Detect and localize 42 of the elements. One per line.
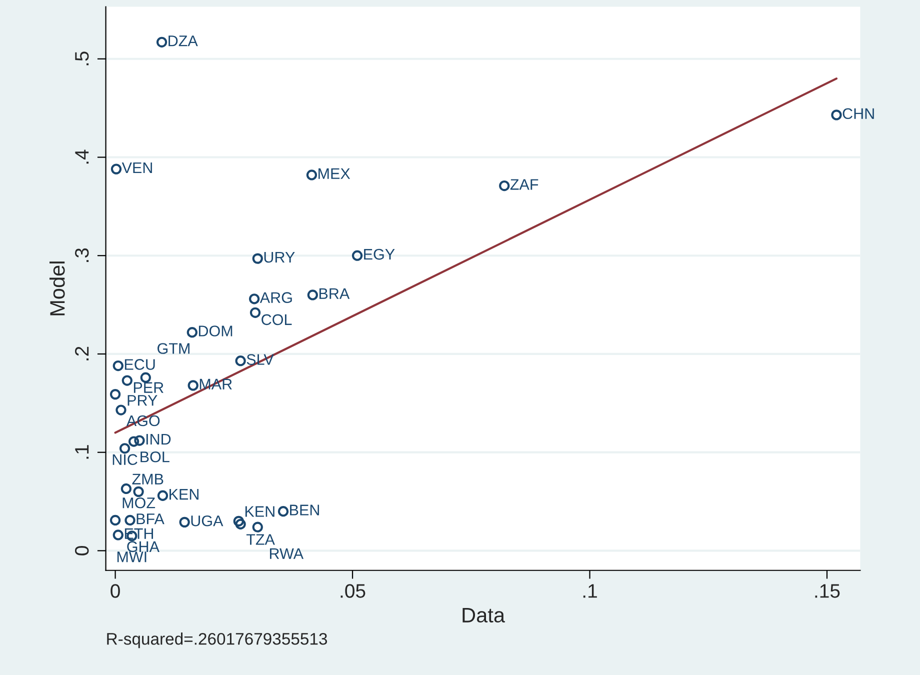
data-label: GHA [127, 541, 160, 552]
y-tick-label: .2 [74, 346, 89, 360]
x-axis-title: Data [462, 608, 506, 623]
data-label: NIC [112, 454, 138, 466]
y-axis-title: Model [50, 262, 65, 316]
data-label: KEN [245, 506, 274, 517]
data-label: ECU [124, 359, 155, 370]
data-label: MOZ [122, 497, 156, 508]
data-label: PER [134, 382, 164, 393]
data-label: CHN [842, 108, 874, 120]
data-label: BEN [290, 504, 319, 516]
y-tick-label: .4 [75, 150, 89, 164]
data-label: DOM [198, 326, 232, 336]
data-label: COL [262, 314, 292, 326]
data-label: MEX [318, 168, 350, 179]
data-label: VEN [122, 162, 152, 173]
data-label: ARG [260, 292, 292, 303]
x-tick-label: .15 [815, 584, 840, 598]
data-label: DZA [168, 36, 198, 46]
data-label: UGA [191, 515, 224, 526]
data-label: EGY [364, 248, 395, 260]
y-tick-label: .3 [74, 248, 89, 262]
data-label: RWA [270, 548, 304, 559]
data-label: BFA [136, 514, 164, 524]
data-label: ZAF [510, 179, 538, 190]
x-tick-label: .05 [340, 584, 366, 598]
data-label: ZMB [132, 474, 164, 484]
data-label: TZA [246, 534, 275, 545]
x-tick-label: .1 [583, 584, 597, 598]
data-label: BOL [140, 451, 170, 462]
y-tick-label: .1 [75, 445, 89, 459]
text: R-squared=.26017679355513 [107, 632, 328, 648]
data-label: IND [146, 434, 171, 444]
x-tick-label: 0 [110, 584, 120, 598]
data-label: MWI [117, 552, 146, 562]
y-tick-label: 0 [74, 546, 89, 556]
y-tick-label: .5 [75, 52, 89, 66]
data-label: PRY [128, 395, 158, 406]
data-label: KEN [170, 489, 198, 500]
data-label: URY [264, 252, 295, 263]
data-label: BRA [319, 288, 350, 299]
data-label: GTM [158, 343, 190, 354]
